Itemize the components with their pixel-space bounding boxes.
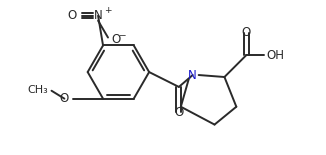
Text: N: N [94, 9, 102, 22]
Text: O: O [174, 106, 184, 119]
Text: −: − [118, 30, 126, 39]
Text: +: + [104, 6, 111, 15]
Text: O: O [111, 33, 120, 46]
Text: O: O [59, 92, 68, 105]
Text: CH₃: CH₃ [28, 85, 49, 95]
Text: N: N [188, 69, 197, 82]
Text: O: O [242, 27, 251, 40]
Text: O: O [67, 9, 76, 22]
Text: OH: OH [266, 49, 284, 62]
